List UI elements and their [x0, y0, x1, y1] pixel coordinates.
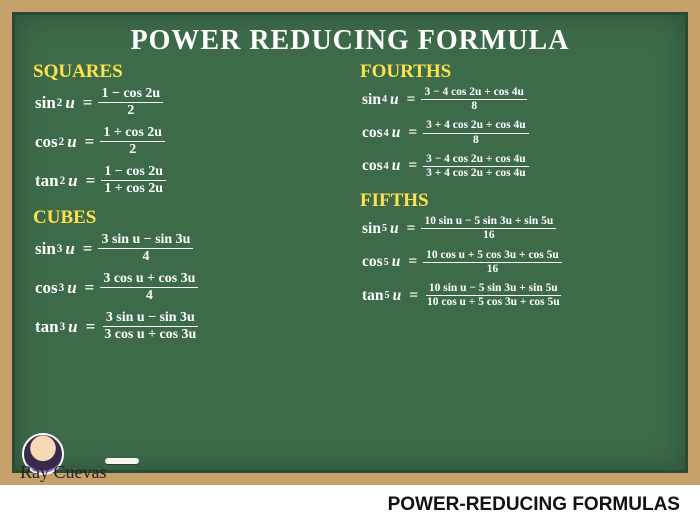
- fraction-numerator: 1 + cos 2u: [100, 125, 165, 142]
- formula-row: sin4u = 3 − 4 cos 2u + cos 4u8: [362, 86, 667, 113]
- fraction-denominator: 1 + cos 2u: [101, 181, 166, 197]
- formula-fraction: 3 − 4 cos 2u + cos 4u3 + 4 cos 2u + cos …: [423, 153, 528, 180]
- fraction-denominator: 10 cos u + 5 cos 3u + cos 5u: [424, 296, 563, 309]
- formula-fraction: 3 cos u + cos 3u4: [100, 271, 198, 304]
- formula-fraction: 10 sin u − 5 sin 3u + sin 5u16: [421, 215, 556, 242]
- fraction-numerator: 3 + 4 cos 2u + cos 4u: [423, 119, 528, 133]
- formula-lhs: tan5u: [362, 287, 403, 305]
- fraction-denominator: 3 cos u + cos 3u: [101, 327, 199, 343]
- equals-sign: =: [83, 239, 93, 259]
- section-heading: SQUARES: [33, 61, 340, 83]
- formula-column: SQUARESsin2u=1 − cos 2u2cos2u=1 + cos 2u…: [33, 61, 340, 353]
- fraction-denominator: 4: [139, 249, 152, 265]
- formula-row: tan2u=1 − cos 2u1 + cos 2u: [35, 164, 340, 197]
- equals-sign: =: [83, 93, 93, 113]
- fraction-denominator: 4: [143, 288, 156, 304]
- formula-lhs: tan2u: [35, 171, 80, 191]
- chalk-icon: [105, 458, 139, 464]
- author-signature: Ray Cuevas: [20, 462, 106, 483]
- fraction-numerator: 3 sin u − sin 3u: [98, 232, 193, 249]
- formula-fraction: 1 + cos 2u2: [100, 125, 165, 158]
- fraction-denominator: 16: [484, 263, 501, 276]
- fraction-numerator: 1 − cos 2u: [101, 164, 166, 181]
- fraction-numerator: 1 − cos 2u: [98, 86, 163, 103]
- section-heading: FIFTHS: [360, 190, 667, 212]
- formula-lhs: sin3u: [35, 239, 77, 259]
- equals-sign: =: [408, 124, 417, 142]
- equals-sign: =: [85, 132, 95, 152]
- equals-sign: =: [86, 317, 96, 337]
- page-title: POWER REDUCING FORMULA: [33, 25, 667, 57]
- equals-sign: =: [407, 91, 416, 109]
- section-heading: CUBES: [33, 207, 340, 229]
- fraction-numerator: 10 cos u + 5 cos 3u + cos 5u: [423, 249, 562, 263]
- fraction-denominator: 16: [480, 229, 497, 242]
- formula-lhs: sin4u: [362, 91, 401, 109]
- formula-row: sin2u=1 − cos 2u2: [35, 86, 340, 119]
- formula-fraction: 1 − cos 2u1 + cos 2u: [101, 164, 166, 197]
- formula-fraction: 1 − cos 2u2: [98, 86, 163, 119]
- formula-section: CUBESsin3u=3 sin u − sin 3u4cos3u=3 cos …: [33, 207, 340, 343]
- formula-fraction: 3 sin u − sin 3u3 cos u + cos 3u: [101, 310, 199, 343]
- formula-lhs: tan3u: [35, 317, 80, 337]
- formula-lhs: cos4u: [362, 124, 402, 142]
- formula-columns: SQUARESsin2u=1 − cos 2u2cos2u=1 + cos 2u…: [33, 61, 667, 353]
- formula-row: cos4u = 3 + 4 cos 2u + cos 4u8: [362, 119, 667, 146]
- footer-title: POWER-REDUCING FORMULAS: [388, 494, 680, 516]
- equals-sign: =: [408, 157, 417, 175]
- formula-section: SQUARESsin2u=1 − cos 2u2cos2u=1 + cos 2u…: [33, 61, 340, 197]
- fraction-denominator: 3 + 4 cos 2u + cos 4u: [423, 167, 528, 180]
- fraction-numerator: 3 cos u + cos 3u: [100, 271, 198, 288]
- equals-sign: =: [408, 253, 417, 271]
- fraction-numerator: 10 sin u − 5 sin 3u + sin 5u: [426, 282, 561, 296]
- wooden-frame: POWER REDUCING FORMULA SQUARESsin2u=1 − …: [0, 0, 700, 485]
- equals-sign: =: [86, 171, 96, 191]
- equals-sign: =: [85, 278, 95, 298]
- section-heading: FOURTHS: [360, 61, 667, 83]
- formula-lhs: sin5u: [362, 220, 401, 238]
- fraction-numerator: 3 − 4 cos 2u + cos 4u: [423, 153, 528, 167]
- formula-row: cos3u=3 cos u + cos 3u4: [35, 271, 340, 304]
- formula-fraction: 3 sin u − sin 3u4: [98, 232, 193, 265]
- formula-row: sin3u=3 sin u − sin 3u4: [35, 232, 340, 265]
- formula-row: sin5u = 10 sin u − 5 sin 3u + sin 5u16: [362, 215, 667, 242]
- fraction-numerator: 3 − 4 cos 2u + cos 4u: [421, 86, 526, 100]
- formula-lhs: sin2u: [35, 93, 77, 113]
- formula-row: tan3u=3 sin u − sin 3u3 cos u + cos 3u: [35, 310, 340, 343]
- fraction-denominator: 2: [126, 142, 139, 158]
- chalkboard: POWER REDUCING FORMULA SQUARESsin2u=1 − …: [12, 12, 688, 473]
- formula-row: cos2u=1 + cos 2u2: [35, 125, 340, 158]
- formula-fraction: 3 + 4 cos 2u + cos 4u8: [423, 119, 528, 146]
- formula-section: FIFTHSsin5u=10 sin u − 5 sin 3u + sin 5u…: [360, 190, 667, 309]
- equals-sign: =: [409, 287, 418, 305]
- formula-lhs: cos4u: [362, 157, 402, 175]
- formula-row: cos5u = 10 cos u + 5 cos 3u + cos 5u16: [362, 249, 667, 276]
- formula-fraction: 3 − 4 cos 2u + cos 4u8: [421, 86, 526, 113]
- formula-fraction: 10 cos u + 5 cos 3u + cos 5u16: [423, 249, 562, 276]
- formula-lhs: cos2u: [35, 132, 79, 152]
- fraction-denominator: 8: [470, 134, 482, 147]
- fraction-denominator: 8: [468, 100, 480, 113]
- fraction-numerator: 10 sin u − 5 sin 3u + sin 5u: [421, 215, 556, 229]
- formula-lhs: cos3u: [35, 278, 79, 298]
- footer-bar: POWER-REDUCING FORMULAS: [0, 485, 700, 525]
- formula-section: FOURTHSsin4u=3 − 4 cos 2u + cos 4u8cos4u…: [360, 61, 667, 180]
- formula-row: tan5u = 10 sin u − 5 sin 3u + sin 5u10 cos…: [362, 282, 667, 309]
- fraction-numerator: 3 sin u − sin 3u: [103, 310, 198, 327]
- formula-lhs: cos5u: [362, 253, 402, 271]
- formula-column: FOURTHSsin4u=3 − 4 cos 2u + cos 4u8cos4u…: [360, 61, 667, 353]
- formula-row: cos4u = 3 − 4 cos 2u + cos 4u3 + 4 cos 2u …: [362, 153, 667, 180]
- equals-sign: =: [407, 220, 416, 238]
- fraction-denominator: 2: [124, 103, 137, 119]
- formula-fraction: 10 sin u − 5 sin 3u + sin 5u10 cos u + 5…: [424, 282, 563, 309]
